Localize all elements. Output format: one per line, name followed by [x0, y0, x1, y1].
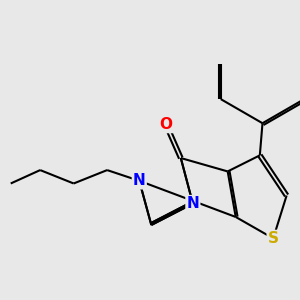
Text: O: O	[160, 117, 172, 132]
Text: N: N	[187, 196, 199, 211]
Text: N: N	[133, 173, 146, 188]
Text: S: S	[268, 231, 279, 246]
